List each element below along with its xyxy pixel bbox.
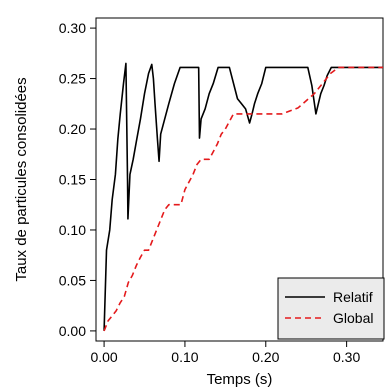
legend-label-relatif: Relatif: [333, 289, 373, 305]
series-layer: [103, 62, 383, 332]
y-tick-label: 0.00: [59, 323, 86, 339]
legend: Relatif Global: [277, 277, 385, 340]
y-axis: 0.00 0.05 0.10 0.15 0.20 0.25 0.30: [59, 20, 96, 339]
y-tick-label: 0.25: [59, 71, 86, 87]
legend-label-global: Global: [333, 310, 373, 326]
y-tick-label: 0.10: [59, 222, 86, 238]
x-axis-title: Temps (s): [207, 371, 273, 388]
x-tick-label: 0.30: [333, 349, 360, 365]
y-tick-label: 0.20: [59, 121, 86, 137]
y-tick-label: 0.05: [59, 272, 86, 288]
x-tick-label: 0.20: [252, 349, 279, 365]
y-tick-label: 0.30: [59, 20, 86, 36]
y-tick-label: 0.15: [59, 172, 86, 188]
y-axis-title: Taux de particules consolidées: [13, 77, 30, 281]
x-tick-label: 0.10: [171, 349, 198, 365]
series-line-relatif: [103, 62, 383, 331]
legend-box: [277, 277, 385, 340]
x-tick-label: 0.00: [90, 349, 117, 365]
x-axis: 0.00 0.10 0.20 0.30: [90, 341, 360, 365]
